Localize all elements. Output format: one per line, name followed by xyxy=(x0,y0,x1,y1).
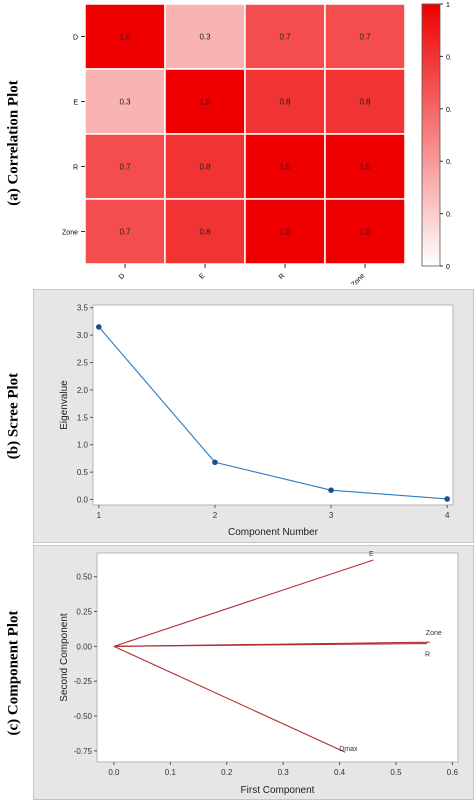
x-tick-label: 3 xyxy=(329,511,334,520)
colorbar-tick-label: 0.2 xyxy=(446,212,452,219)
y-tick-label: D xyxy=(73,35,78,42)
y-tick-label: -0.75 xyxy=(74,747,93,756)
x-tick-label: 0.3 xyxy=(278,768,290,777)
heatmap-cell xyxy=(324,68,406,135)
colorbar-tick-label: 1 xyxy=(446,2,450,9)
colorbar xyxy=(421,3,441,267)
y-tick-label: 0.50 xyxy=(76,573,92,582)
colorbar-tick-label: 0.6 xyxy=(446,107,452,114)
scree-point xyxy=(444,496,450,502)
y-tick-label: 1.5 xyxy=(77,413,89,422)
y-tick-label: 0.5 xyxy=(77,468,89,477)
vector-label: Dmax xyxy=(339,746,358,753)
loading-vector xyxy=(113,559,374,647)
x-tick-label: 0.6 xyxy=(447,768,459,777)
cell-value: 0.3 xyxy=(199,33,211,42)
y-tick-label: 1.0 xyxy=(77,441,89,450)
heatmap-cell xyxy=(164,3,246,70)
vector-label: R xyxy=(425,652,430,659)
x-tick-label: 0.5 xyxy=(390,768,402,777)
correlation-heatmap: 1.0 0.3 0.7 0.7 0.3 1.0 0.8 0.8 0.7 0.8 1.0 1.0 0.7 0… xyxy=(62,2,452,285)
cell-value: 0.7 xyxy=(279,33,291,42)
x-tick-label: 0.1 xyxy=(165,768,177,777)
cell-value: 0.3 xyxy=(119,98,131,107)
y-tick-label: R xyxy=(73,165,78,172)
plot-area xyxy=(96,552,459,763)
y-axis-label: Second Component xyxy=(59,613,70,702)
y-tick-label: -0.50 xyxy=(74,712,93,721)
x-tick-label: 4 xyxy=(445,511,450,520)
vector-label: Zone xyxy=(426,630,442,637)
x-tick-label: D xyxy=(118,272,127,281)
cell-value: 0.7 xyxy=(119,163,131,172)
cell-value: 1.0 xyxy=(119,33,131,42)
y-tick-label: E xyxy=(73,100,78,107)
y-tick-label: 0.0 xyxy=(77,496,89,505)
cell-value: 1.0 xyxy=(279,228,291,237)
x-tick-label: 0.2 xyxy=(221,768,233,777)
y-tick-label: 0.25 xyxy=(76,608,92,617)
heatmap-cell xyxy=(164,198,246,265)
x-tick-label: 1 xyxy=(97,511,102,520)
heatmap-cell xyxy=(244,198,326,265)
heatmap-cell xyxy=(164,133,246,200)
x-tick-label: 0.0 xyxy=(108,768,120,777)
x-tick-label: E xyxy=(198,272,206,280)
scree-plot: 0.0 0.5 1.0 1.5 2.0 2.5 3.0 3.5 1 2 3 4 Component Nu… xyxy=(33,289,474,543)
cell-value: 0.7 xyxy=(119,228,131,237)
scree-line xyxy=(98,326,448,500)
heatmap-cell xyxy=(84,3,166,70)
cell-value: 1.0 xyxy=(359,163,371,172)
heatmap-cell xyxy=(324,133,406,200)
panel-b-label: (b) Scree Plot xyxy=(5,372,22,460)
y-tick-label: 2.0 xyxy=(77,386,89,395)
vector-label: E xyxy=(369,551,374,558)
y-tick-label: 0.00 xyxy=(76,642,92,651)
x-tick-label: Zone xyxy=(350,272,366,285)
x-tick-label: 0.4 xyxy=(334,768,346,777)
y-axis-label: Eigenvalue xyxy=(59,380,70,430)
cell-value: 0.8 xyxy=(199,163,211,172)
panel-c-label: (c) Component Plot xyxy=(5,610,22,735)
y-tick-label: -0.25 xyxy=(74,677,93,686)
heatmap-cell xyxy=(324,198,406,265)
scree-point xyxy=(212,459,218,466)
y-tick-label: Zone xyxy=(62,230,78,237)
cell-value: 0.7 xyxy=(359,33,371,42)
cell-value: 1.0 xyxy=(359,228,371,237)
colorbar-tick-label: 0.8 xyxy=(446,54,452,61)
x-tick-label: R xyxy=(278,272,287,281)
loading-vector xyxy=(113,645,346,753)
y-tick-label: 3.0 xyxy=(77,331,89,340)
scree-point xyxy=(328,487,334,494)
cell-value: 0.8 xyxy=(199,228,211,237)
y-tick-label: 3.5 xyxy=(77,304,89,313)
cell-value: 0.8 xyxy=(359,98,371,107)
x-tick-label: 2 xyxy=(213,511,218,520)
component-plot: 0.50 0.25 0.00 -0.25 -0.50 -0.75 0.0 0.1 0.2 0.3 0… xyxy=(33,545,474,800)
cell-value: 1.0 xyxy=(279,163,291,172)
scree-point xyxy=(96,324,102,330)
loading-vector xyxy=(113,643,427,647)
heatmap-cell xyxy=(244,3,326,70)
x-axis-label: First Component xyxy=(241,785,315,796)
cell-value: 0.8 xyxy=(279,98,291,107)
colorbar-tick-label: 0.4 xyxy=(446,159,452,166)
x-axis-label: Component Number xyxy=(228,527,319,538)
y-tick-label: 2.5 xyxy=(77,359,89,368)
plot-area xyxy=(92,304,454,506)
panel-a-label: (a) Correlation Plot xyxy=(5,79,22,206)
colorbar-tick-label: 0 xyxy=(446,264,450,271)
cell-value: 1.0 xyxy=(199,98,211,107)
